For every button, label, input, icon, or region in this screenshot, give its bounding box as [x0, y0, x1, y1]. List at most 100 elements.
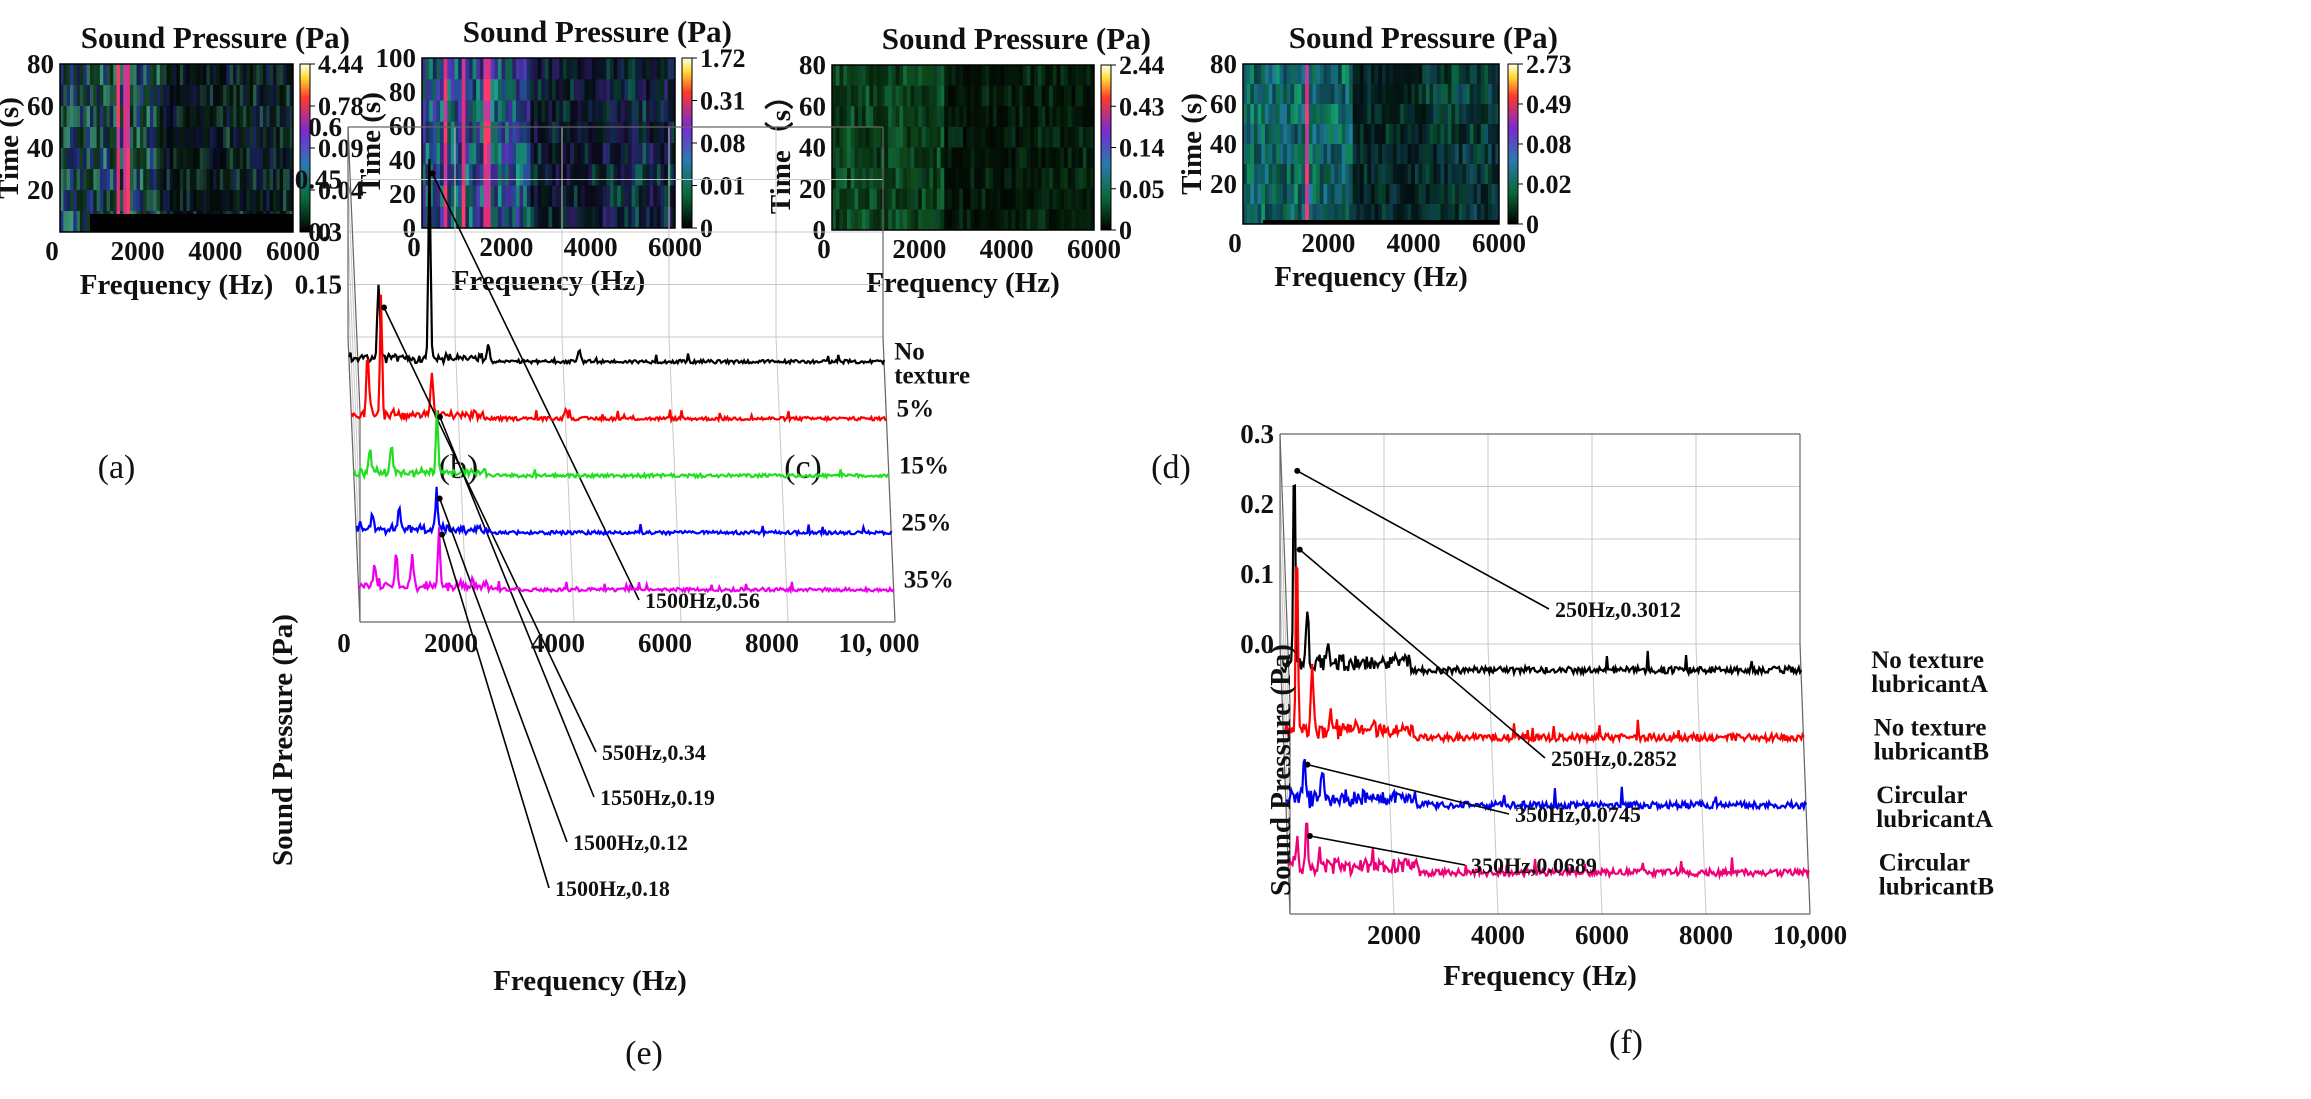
heatmap-cell [468, 206, 473, 229]
heatmap-cell [422, 206, 427, 229]
heatmap-cell [559, 79, 564, 101]
heatmap-cell [1286, 164, 1291, 185]
heatmap-cell [454, 121, 459, 144]
heatmap-cell [1447, 164, 1452, 185]
heatmap-cell [206, 148, 211, 170]
heatmap-cell [116, 169, 121, 191]
heatmap-cell [1440, 184, 1445, 205]
heatmap-cell [149, 169, 154, 191]
heatmap-cell [1272, 124, 1277, 145]
heatmap-cell [236, 148, 241, 170]
heatmap-cell [1341, 164, 1346, 185]
heatmap-cell [443, 100, 448, 123]
heatmap-cell [1264, 204, 1269, 225]
heatmap-cell [1389, 164, 1394, 185]
heatmap-cell [660, 164, 665, 186]
heatmap-cell [609, 58, 614, 80]
heatmap-cell [628, 79, 633, 101]
heatmap-cell [1462, 104, 1467, 125]
y-tick-label: 0 [813, 215, 827, 245]
heatmap-cell [1275, 204, 1280, 225]
heatmap-cell [1034, 106, 1039, 128]
heatmap-cell [1341, 64, 1346, 85]
heatmap-cell [454, 164, 459, 186]
heatmap-cell [1015, 65, 1020, 87]
heatmap-cell [106, 190, 111, 212]
heatmap-cell [259, 85, 264, 107]
heatmap-cell [646, 164, 651, 186]
grid-line [668, 336, 682, 623]
annotation-arrow [1296, 470, 1550, 610]
heatmap-cell [1433, 64, 1438, 85]
heatmap-cell [1000, 188, 1005, 210]
heatmap-cell [1378, 144, 1383, 165]
heatmap-cell [86, 64, 91, 86]
heatmap-cell [891, 65, 897, 87]
heatmap-cell [276, 106, 281, 128]
heatmap-cell [1261, 64, 1266, 85]
heatmap-cell [646, 100, 651, 123]
axis-edge [1799, 643, 1811, 915]
heatmap-cell [588, 206, 593, 229]
heatmap-cell [940, 188, 945, 210]
heatmap-cell [649, 143, 654, 165]
heatmap-cell [1491, 184, 1496, 205]
heatmap-cell [1049, 209, 1054, 231]
heatmap-cell [86, 106, 91, 128]
heatmap-cell [99, 148, 104, 170]
heatmap-cell [1469, 64, 1474, 85]
heatmap-cell [1356, 64, 1361, 85]
heatmap-cell [981, 168, 986, 190]
heatmap-cell [873, 106, 878, 128]
heatmap-cell [226, 148, 231, 170]
heatmap-cell [835, 147, 840, 169]
heatmap-cell [910, 209, 915, 231]
heatmap-cell [143, 85, 147, 107]
heatmap-cell [609, 79, 614, 101]
heatmap-cell [1019, 85, 1024, 107]
heatmap-cell [992, 85, 998, 107]
heatmap-cell [891, 209, 897, 231]
heatmap-cell [490, 206, 495, 229]
heatmap-cell [1392, 104, 1397, 125]
heatmap-cell [1345, 124, 1350, 145]
heatmap-cell [1246, 184, 1251, 205]
heatmap-cell [1378, 124, 1383, 145]
heatmap-cell [1312, 164, 1317, 185]
heatmap-cell [899, 209, 904, 231]
heatmap-cell [1268, 64, 1273, 85]
heatmap-cell [136, 127, 141, 149]
axis-edge [1279, 643, 1291, 915]
heatmap-cell [656, 206, 661, 229]
heatmap-cell [432, 206, 437, 229]
heatmap-cell [1356, 104, 1361, 125]
heatmap-cell [1305, 124, 1310, 145]
heatmap-cell [1411, 164, 1416, 185]
heatmap-cell [1429, 64, 1434, 85]
heatmap-cell [289, 169, 294, 191]
heatmap-cell [609, 185, 614, 208]
heatmap-cell [1495, 204, 1500, 225]
heatmap-cell [948, 126, 953, 148]
heatmap-cell [1268, 124, 1273, 145]
heatmap-cell [156, 169, 161, 191]
heatmap-cell [465, 100, 470, 123]
heatmap-cell [850, 126, 855, 148]
heatmap-cell [1064, 126, 1069, 148]
heatmap-cell [628, 206, 633, 229]
heatmap-cell [1385, 204, 1390, 225]
heatmap-cell [985, 188, 990, 210]
heatmap-cell [103, 85, 107, 107]
heatmap-cell [970, 65, 975, 87]
heatmap-cell [226, 85, 231, 107]
heatmap-cell [196, 64, 201, 86]
heatmap-cell [519, 185, 524, 208]
colorbar-tick-label: 0.49 [1526, 90, 1572, 119]
heatmap-cell [981, 126, 986, 148]
heatmap-cell [846, 209, 852, 231]
heatmap-cell [1458, 144, 1463, 165]
heatmap-cell [99, 127, 104, 149]
heatmap-cell [955, 126, 960, 148]
heatmap-cell [1272, 84, 1277, 105]
heatmap-cell [1425, 124, 1430, 145]
